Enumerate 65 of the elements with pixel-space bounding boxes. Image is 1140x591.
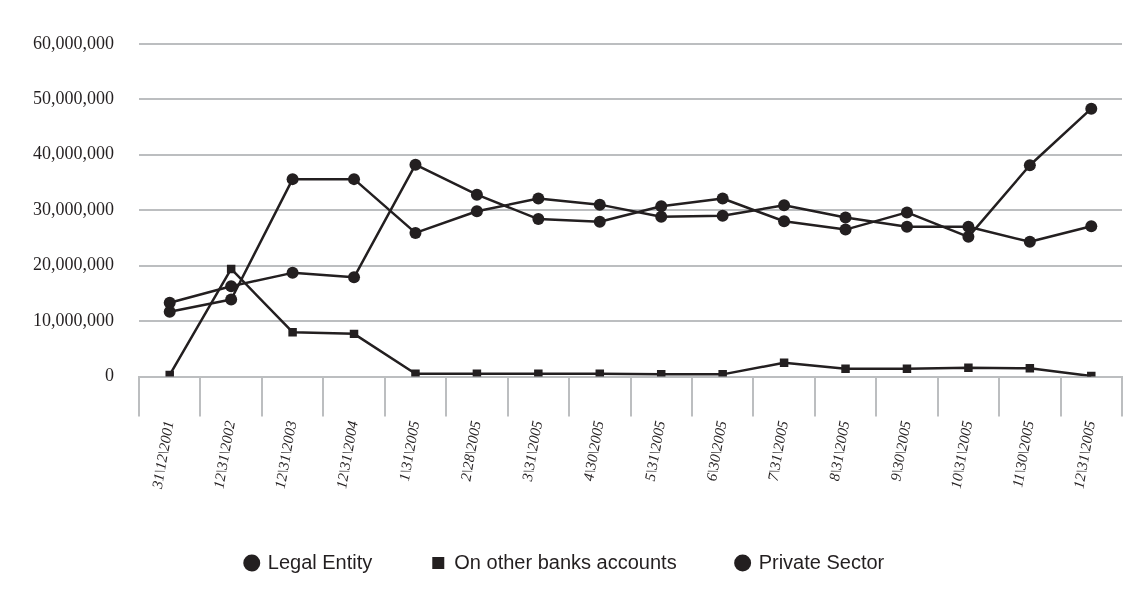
point [593,215,606,228]
point [841,364,850,374]
point [778,215,791,228]
legend-label: Private Sector [758,550,885,573]
point [593,198,606,211]
point [964,363,973,372]
point [534,369,543,377]
x-tick-label: 5\31\2005 [641,419,669,483]
point [411,369,420,377]
x-tick-label: 1\31\2005 [395,419,423,483]
point [1023,235,1036,248]
point [839,211,852,224]
y-tick-label: 60,000,000 [33,32,114,53]
y-tick-label: 10,000,000 [33,309,114,330]
point [286,173,299,186]
x-tick-label: 4\30\2005 [580,419,607,483]
point [1023,159,1036,172]
y-tick-label: 20,000,000 [33,254,114,275]
legend-label: Legal Entity [267,550,373,573]
point [1085,220,1098,233]
y-tick-label: 40,000,000 [33,143,114,164]
point [900,220,913,233]
point [900,206,913,219]
point [470,188,483,201]
x-tick-label: 10\31\2005 [947,419,976,490]
point [655,200,668,213]
point [716,209,729,222]
point [779,358,789,367]
point [165,370,174,377]
point [655,210,668,223]
point [286,266,299,279]
point [163,296,176,309]
legend-label: On other banks accounts [454,550,677,573]
point [718,370,727,377]
point [532,192,545,205]
y-tick-label: 50,000,000 [33,88,114,108]
x-tick-label: 12\31\2002 [210,419,239,490]
x-tick-label: 3\31\2005 [518,419,546,484]
x-tick-label: 6\30\2005 [703,419,730,483]
y-tick-label: 0 [105,365,114,386]
x-tick-label: 2\28\2005 [457,419,484,483]
point [532,213,545,226]
point [716,192,729,205]
point [225,293,238,306]
x-tick-label: 12\31\2005 [1070,419,1099,490]
point [225,280,238,293]
point [409,226,422,239]
point [1085,102,1098,115]
point [962,230,975,243]
x-tick-label: 7\31\2005 [764,419,792,483]
y-tick-label: 30,000,000 [33,198,114,219]
point [348,271,361,284]
point [348,173,361,186]
point [288,327,297,337]
x-tick-label: 9\30\2005 [887,419,914,483]
x-tick-label: 11\30\2005 [1009,419,1037,489]
point [839,223,852,236]
x-tick-label: 31\12\2001 [148,419,177,491]
point [1025,364,1035,373]
point [778,199,791,212]
x-tick-label: 8\31\2005 [826,419,853,483]
x-tick-label: 12\31\2003 [271,419,300,490]
point [409,158,422,171]
x-tick-label: 12\31\2004 [333,419,361,490]
point [470,205,483,218]
